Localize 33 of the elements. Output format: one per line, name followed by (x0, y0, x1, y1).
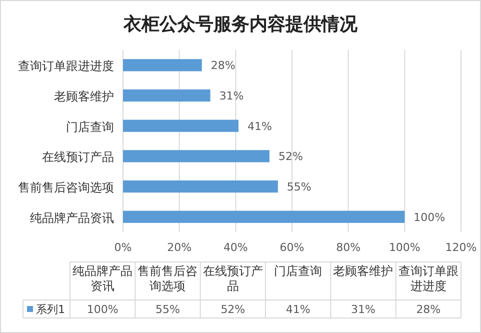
x-tick-label: 80% (336, 241, 361, 254)
legend-label: 系列1 (36, 303, 65, 316)
category-label: 在线预订产品 (202, 264, 263, 293)
data-label: 55% (286, 180, 312, 194)
data-label: 41% (247, 120, 272, 133)
category-label: 查询订单跟进进度 (398, 264, 458, 293)
y-tick-label: 查询订单跟进进度 (18, 59, 114, 74)
text: 31% (351, 303, 376, 316)
text: 28% (416, 303, 441, 316)
data-label: 31% (219, 90, 244, 102)
x-tick-label: 60% (280, 241, 304, 254)
category-label: 纯品牌产品资讯 (72, 264, 133, 293)
y-tick-label: 售前售后咨询选项 (18, 180, 114, 194)
x-tick-label: 100% (388, 241, 420, 254)
category-label: 门店查询 (274, 264, 322, 278)
data-label: 52% (278, 150, 303, 164)
data-label: 100% (414, 210, 446, 224)
data-label: 28% (210, 59, 236, 72)
y-tick-label: 老顾客维护 (54, 90, 114, 104)
text: 52% (220, 303, 246, 316)
x-tick-label: 40% (223, 241, 248, 254)
y-tick-label: 门店查询 (66, 120, 114, 134)
chart-title: 衣柜公众号服务内容提供情况 (122, 14, 358, 35)
y-tick-label: 在线预订产品 (42, 150, 114, 164)
category-label: 售前售后咨询选项 (138, 264, 198, 293)
text: 41% (286, 303, 310, 316)
x-tick-label: 0% (114, 241, 132, 254)
y-tick-label: 纯品牌产品资讯 (30, 210, 114, 225)
x-tick-label: 20% (167, 241, 192, 254)
category-label: 老顾客维护 (333, 264, 394, 278)
text: 55% (156, 303, 180, 316)
x-tick-label: 120% (445, 241, 477, 254)
text: 100% (86, 303, 118, 316)
